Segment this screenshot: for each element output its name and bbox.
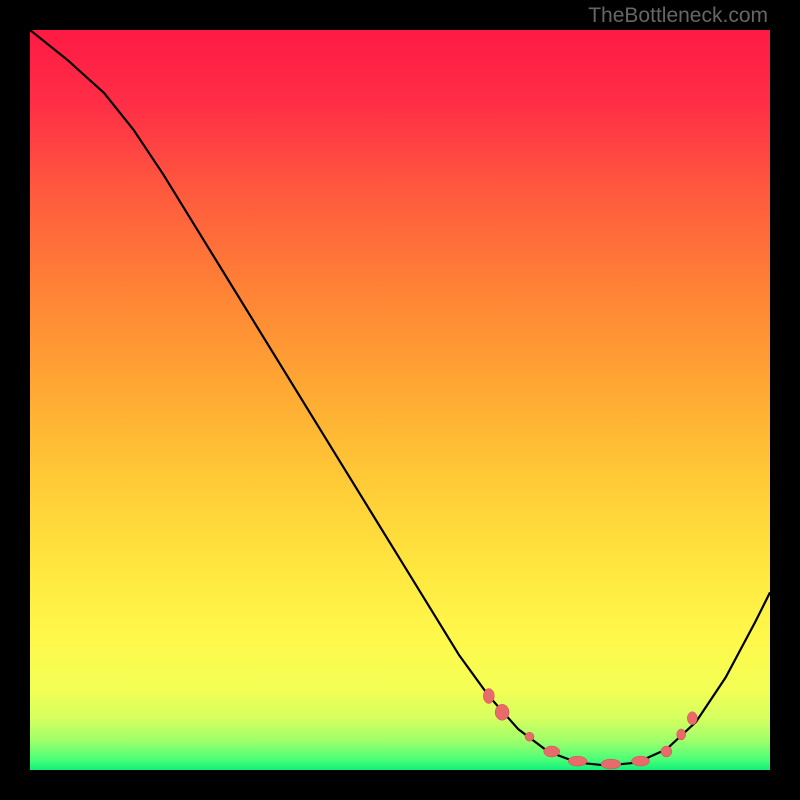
plot-area: [30, 30, 770, 770]
attribution-text: TheBottleneck.com: [588, 4, 768, 28]
gradient-background: [30, 30, 770, 770]
